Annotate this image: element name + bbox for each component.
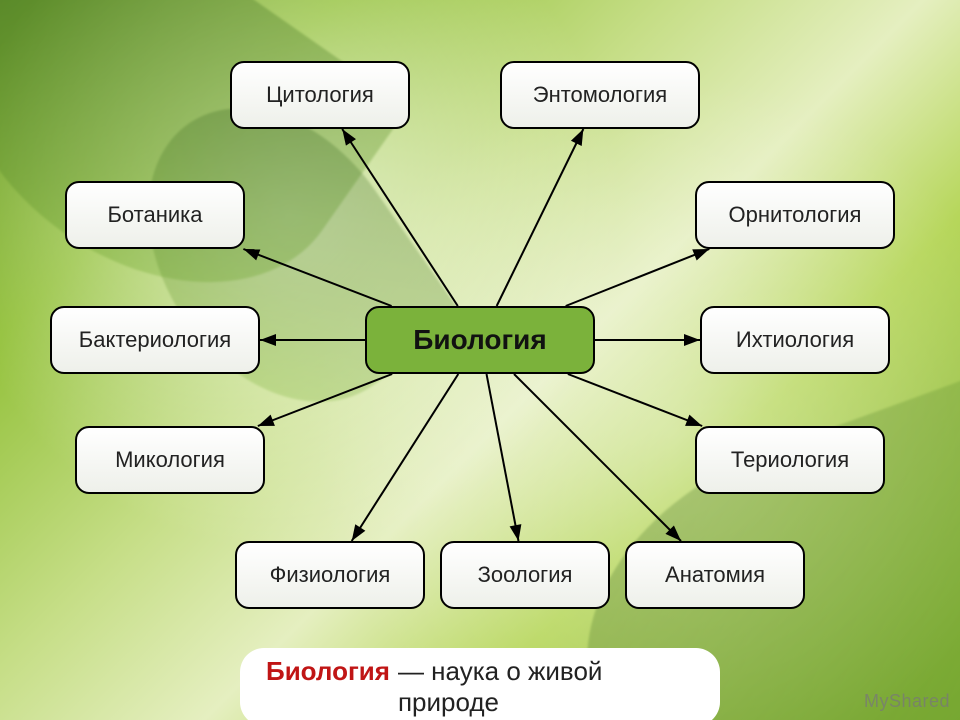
branch-node: Анатомия bbox=[625, 541, 805, 609]
center-label: Биология bbox=[413, 324, 546, 356]
branch-label: Анатомия bbox=[665, 562, 765, 588]
diagram-stage: Биология Цитология Энтомология Ботаника Орни… bbox=[0, 0, 960, 720]
branch-label: Ботаника bbox=[107, 202, 202, 228]
branch-label: Териология bbox=[731, 447, 849, 473]
caption-rest: — наука о живой природе bbox=[398, 656, 694, 718]
caption: Биология — наука о живой природе bbox=[240, 648, 720, 720]
branch-label: Ихтиология bbox=[736, 327, 854, 353]
branch-label: Микология bbox=[115, 447, 225, 473]
watermark: MyShared bbox=[864, 691, 950, 712]
branch-node: Микология bbox=[75, 426, 265, 494]
branch-node: Орнитология bbox=[695, 181, 895, 249]
center-node: Биология bbox=[365, 306, 595, 374]
branch-node: Ихтиология bbox=[700, 306, 890, 374]
branch-node: Энтомология bbox=[500, 61, 700, 129]
branch-label: Энтомология bbox=[533, 82, 667, 108]
branch-label: Цитология bbox=[266, 82, 374, 108]
branch-node: Териология bbox=[695, 426, 885, 494]
branch-node: Ботаника bbox=[65, 181, 245, 249]
caption-emphasis: Биология bbox=[266, 656, 390, 687]
branch-node: Зоология bbox=[440, 541, 610, 609]
branch-node: Физиология bbox=[235, 541, 425, 609]
branch-label: Физиология bbox=[270, 562, 391, 588]
branch-node: Бактериология bbox=[50, 306, 260, 374]
branch-label: Орнитология bbox=[729, 202, 862, 228]
branch-label: Зоология bbox=[478, 562, 573, 588]
branch-label: Бактериология bbox=[79, 327, 231, 353]
branch-node: Цитология bbox=[230, 61, 410, 129]
